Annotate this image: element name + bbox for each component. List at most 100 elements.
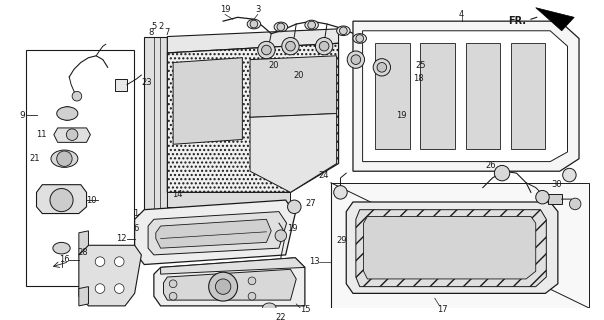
Text: 10: 10 (86, 196, 97, 204)
Polygon shape (167, 192, 291, 207)
Ellipse shape (51, 150, 78, 167)
Text: 21: 21 (30, 154, 40, 163)
Circle shape (495, 165, 510, 181)
Text: 25: 25 (416, 61, 426, 70)
Text: 15: 15 (300, 305, 310, 314)
Polygon shape (356, 210, 546, 287)
Circle shape (209, 272, 237, 301)
Circle shape (277, 23, 284, 31)
Polygon shape (250, 114, 336, 192)
Text: 3: 3 (255, 5, 260, 14)
Text: 20: 20 (293, 70, 303, 80)
Text: 16: 16 (59, 255, 69, 264)
Circle shape (72, 92, 82, 101)
Ellipse shape (305, 20, 318, 30)
Circle shape (351, 55, 361, 64)
Circle shape (315, 37, 333, 55)
Ellipse shape (247, 19, 261, 29)
Polygon shape (154, 258, 305, 306)
Circle shape (356, 35, 364, 42)
Circle shape (258, 41, 275, 59)
Polygon shape (353, 21, 579, 171)
Text: 14: 14 (172, 190, 182, 199)
Text: 20: 20 (268, 61, 278, 70)
Bar (26, 50, 133, 286)
Polygon shape (548, 194, 562, 204)
Circle shape (308, 21, 315, 29)
Polygon shape (167, 29, 339, 53)
Ellipse shape (336, 26, 350, 36)
Polygon shape (135, 200, 295, 265)
Text: 8: 8 (149, 28, 153, 37)
Polygon shape (466, 43, 500, 149)
Circle shape (95, 257, 105, 267)
Text: 9: 9 (19, 111, 25, 120)
Circle shape (57, 151, 72, 166)
Polygon shape (161, 258, 305, 274)
Polygon shape (115, 79, 127, 92)
Circle shape (286, 41, 295, 51)
Polygon shape (167, 43, 339, 192)
Polygon shape (164, 269, 296, 300)
Text: 13: 13 (309, 257, 320, 266)
Polygon shape (79, 245, 141, 306)
Circle shape (248, 292, 256, 300)
Circle shape (66, 129, 78, 140)
Polygon shape (250, 56, 336, 117)
Text: 4: 4 (459, 10, 464, 19)
Polygon shape (156, 219, 271, 248)
Text: FR.: FR. (508, 16, 526, 26)
Polygon shape (148, 212, 287, 255)
Circle shape (563, 168, 576, 182)
Ellipse shape (274, 22, 288, 32)
Circle shape (248, 277, 256, 285)
Circle shape (250, 20, 258, 28)
Text: 17: 17 (437, 305, 448, 314)
Ellipse shape (53, 242, 70, 254)
Circle shape (347, 51, 365, 68)
Circle shape (60, 107, 74, 120)
Circle shape (216, 279, 231, 294)
Text: 29: 29 (336, 236, 347, 245)
Circle shape (262, 45, 271, 55)
Circle shape (320, 41, 329, 51)
Polygon shape (364, 216, 536, 279)
Circle shape (169, 292, 177, 300)
Circle shape (114, 284, 124, 293)
Text: 28: 28 (77, 247, 88, 257)
Polygon shape (375, 43, 410, 149)
Polygon shape (346, 202, 558, 293)
Polygon shape (54, 128, 91, 142)
Circle shape (282, 37, 299, 55)
Polygon shape (144, 36, 167, 221)
Text: 12: 12 (117, 234, 127, 243)
Text: 23: 23 (141, 78, 152, 87)
Text: 7: 7 (165, 28, 170, 37)
Ellipse shape (57, 107, 78, 120)
Circle shape (373, 59, 391, 76)
Text: 22: 22 (275, 313, 286, 320)
Text: 26: 26 (485, 161, 496, 170)
Text: 2: 2 (158, 22, 163, 31)
Polygon shape (173, 58, 242, 144)
Ellipse shape (353, 34, 367, 43)
Circle shape (114, 257, 124, 267)
Text: 5: 5 (151, 22, 156, 31)
Text: 18: 18 (414, 74, 424, 84)
Text: 1: 1 (133, 209, 138, 218)
Ellipse shape (263, 303, 276, 313)
Text: 19: 19 (396, 111, 406, 120)
Circle shape (288, 200, 301, 213)
Circle shape (169, 280, 177, 288)
Circle shape (570, 198, 581, 210)
Text: 27: 27 (306, 199, 316, 208)
Polygon shape (331, 183, 589, 308)
Polygon shape (79, 231, 88, 255)
Text: 24: 24 (318, 171, 329, 180)
Circle shape (275, 230, 287, 241)
Text: 30: 30 (551, 180, 562, 189)
Polygon shape (36, 185, 86, 213)
Polygon shape (420, 43, 455, 149)
Circle shape (377, 62, 387, 72)
Circle shape (339, 27, 347, 35)
